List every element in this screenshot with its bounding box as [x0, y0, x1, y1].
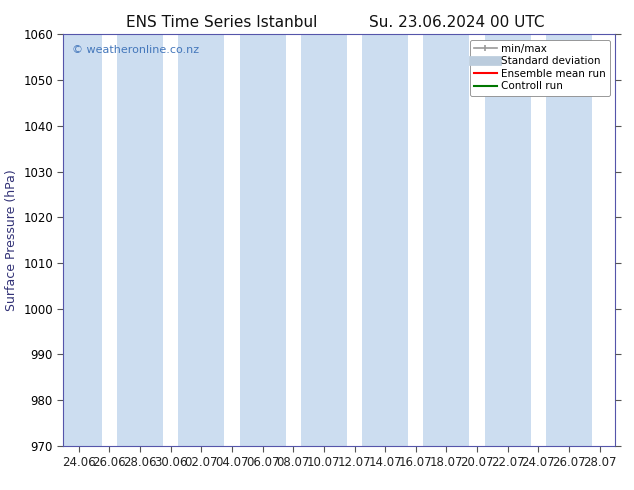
Y-axis label: Surface Pressure (hPa): Surface Pressure (hPa): [4, 169, 18, 311]
Bar: [240, 34, 285, 446]
Bar: [546, 34, 592, 446]
Bar: [117, 34, 163, 446]
Text: ENS Time Series Istanbul: ENS Time Series Istanbul: [126, 15, 318, 30]
Bar: [485, 34, 531, 446]
Legend: min/max, Standard deviation, Ensemble mean run, Controll run: min/max, Standard deviation, Ensemble me…: [470, 40, 610, 96]
Bar: [301, 34, 347, 446]
Bar: [178, 34, 224, 446]
Text: © weatheronline.co.nz: © weatheronline.co.nz: [72, 45, 199, 54]
Bar: [362, 34, 408, 446]
Bar: [56, 34, 101, 446]
Text: Su. 23.06.2024 00 UTC: Su. 23.06.2024 00 UTC: [369, 15, 544, 30]
Bar: [424, 34, 469, 446]
